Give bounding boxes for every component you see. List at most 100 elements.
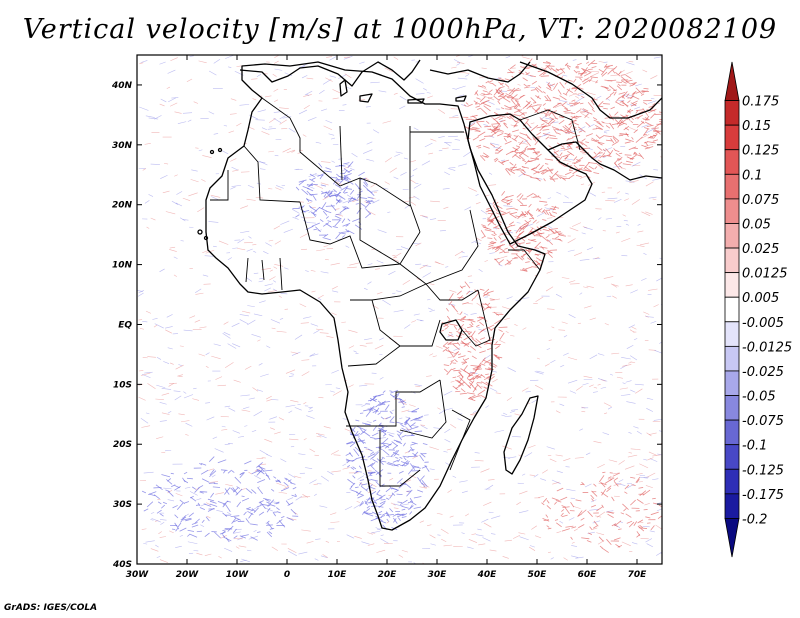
field-streak [565, 131, 570, 135]
field-streak [531, 399, 538, 404]
field-streak [650, 511, 659, 516]
field-streak [571, 526, 577, 529]
field-streak [550, 557, 554, 560]
field-streak [352, 466, 357, 470]
field-streak [476, 144, 482, 148]
field-streak [209, 469, 215, 476]
field-streak [239, 314, 249, 317]
field-streak [159, 61, 166, 65]
field-streak [490, 533, 496, 535]
field-streak [412, 168, 418, 171]
field-streak [547, 197, 552, 200]
field-streak [160, 98, 167, 103]
field-streak [530, 157, 540, 161]
field-streak [312, 212, 317, 217]
field-streak [560, 512, 564, 517]
field-streak [593, 151, 601, 158]
field-streak [155, 398, 164, 400]
field-streak [212, 486, 221, 488]
field-streak [630, 389, 636, 393]
field-streak [518, 140, 524, 146]
field-streak [309, 448, 316, 453]
field-streak [620, 512, 625, 515]
field-streak [352, 475, 356, 479]
field-streak [298, 453, 306, 456]
field-streak [239, 104, 250, 106]
field-streak [330, 194, 339, 196]
field-streak [481, 84, 487, 88]
field-streak [625, 74, 632, 80]
field-streak [156, 384, 166, 389]
field-streak [544, 163, 549, 165]
field-streak [233, 528, 237, 534]
colorbar-label: 0.025 [742, 242, 779, 257]
field-streak [549, 207, 556, 211]
field-streak [627, 100, 631, 104]
field-streak [273, 266, 278, 269]
field-streak [459, 480, 468, 483]
field-streak [510, 98, 516, 106]
field-streak [488, 244, 494, 248]
field-streak [217, 459, 227, 464]
field-streak [547, 527, 552, 530]
field-streak [359, 384, 368, 387]
field-streak [210, 194, 221, 198]
field-streak [189, 491, 198, 496]
field-streak [506, 116, 511, 120]
field-streak [142, 320, 148, 323]
field-streak [601, 121, 605, 124]
field-streak [607, 513, 614, 518]
field-streak [239, 535, 246, 539]
field-streak [556, 522, 562, 528]
field-streak [624, 198, 629, 201]
field-streak [546, 446, 555, 450]
field-streak [341, 231, 350, 233]
field-streak [525, 133, 531, 140]
field-streak [562, 126, 569, 131]
field-streak [375, 268, 380, 270]
field-streak [195, 292, 204, 295]
field-streak [599, 475, 605, 483]
field-streak [159, 103, 165, 107]
field-streak [483, 124, 488, 126]
field-streak [230, 158, 237, 162]
field-streak [401, 427, 409, 432]
field-streak [455, 384, 462, 390]
field-streak [410, 417, 417, 422]
field-streak [429, 309, 436, 312]
field-streak [288, 128, 296, 133]
field-streak [306, 93, 310, 96]
field-streak [380, 520, 387, 524]
field-streak [223, 125, 228, 127]
field-streak [597, 384, 601, 386]
field-streak [483, 145, 490, 149]
field-streak [542, 251, 550, 256]
field-streak [367, 196, 374, 199]
field-streak [574, 87, 578, 92]
field-streak [607, 511, 614, 514]
border [399, 209, 479, 285]
field-streak [417, 416, 423, 420]
field-streak [325, 119, 333, 124]
field-streak [298, 65, 305, 68]
field-streak [309, 406, 314, 410]
field-streak [587, 510, 593, 518]
field-streak [472, 385, 477, 391]
field-streak [321, 108, 328, 112]
field-streak [546, 94, 552, 101]
field-streak [624, 491, 628, 494]
field-streak [535, 86, 543, 93]
field-streak [563, 458, 571, 462]
field-streak [547, 166, 553, 174]
field-streak [260, 373, 269, 377]
field-streak [248, 397, 255, 400]
field-streak [299, 232, 309, 238]
field-streak [306, 222, 316, 224]
field-streak [396, 430, 401, 434]
field-streak [601, 504, 605, 508]
field-streak [618, 94, 626, 99]
field-streak [585, 133, 593, 137]
field-streak [331, 285, 338, 290]
field-streak [409, 511, 413, 515]
field-streak [506, 397, 513, 401]
